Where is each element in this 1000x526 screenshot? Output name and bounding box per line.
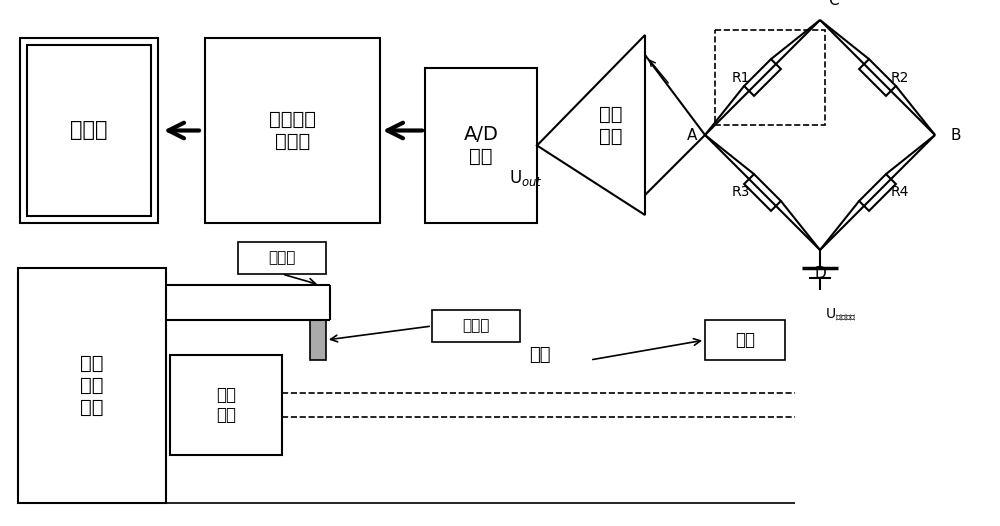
Text: 负载: 负载	[529, 346, 551, 364]
Text: 计算机: 计算机	[70, 120, 108, 140]
Text: 应变片: 应变片	[462, 319, 490, 333]
Bar	[432, 310, 520, 342]
Text: C: C	[828, 0, 839, 8]
Text: A: A	[687, 127, 697, 143]
Text: 弹簧钢: 弹簧钢	[268, 250, 296, 266]
Bar	[27, 45, 151, 216]
Text: 机架
静止
部分: 机架 静止 部分	[80, 354, 104, 417]
Bar	[18, 268, 166, 503]
Bar	[715, 30, 825, 125]
Text: 电机
转子: 电机 转子	[216, 386, 236, 424]
Bar	[20, 38, 158, 223]
Bar	[310, 320, 326, 360]
Text: B: B	[951, 127, 962, 143]
Bar	[238, 242, 326, 274]
Bar	[705, 320, 785, 360]
Text: 静止机架
处理器: 静止机架 处理器	[269, 110, 316, 151]
Text: R1: R1	[731, 70, 750, 85]
Text: U$_{参考电压}$: U$_{参考电压}$	[825, 306, 857, 322]
Text: R3: R3	[731, 186, 750, 199]
Text: R4: R4	[890, 186, 909, 199]
Text: 信号
调理: 信号 调理	[599, 105, 623, 146]
Text: 丝杆: 丝杆	[735, 331, 755, 349]
Bar	[425, 68, 537, 223]
Text: U$_{out}$: U$_{out}$	[509, 167, 543, 187]
Text: D: D	[814, 266, 826, 281]
Text: A/D
转换: A/D 转换	[464, 125, 498, 166]
Text: R2: R2	[890, 70, 909, 85]
Bar	[170, 355, 282, 455]
Bar	[205, 38, 380, 223]
